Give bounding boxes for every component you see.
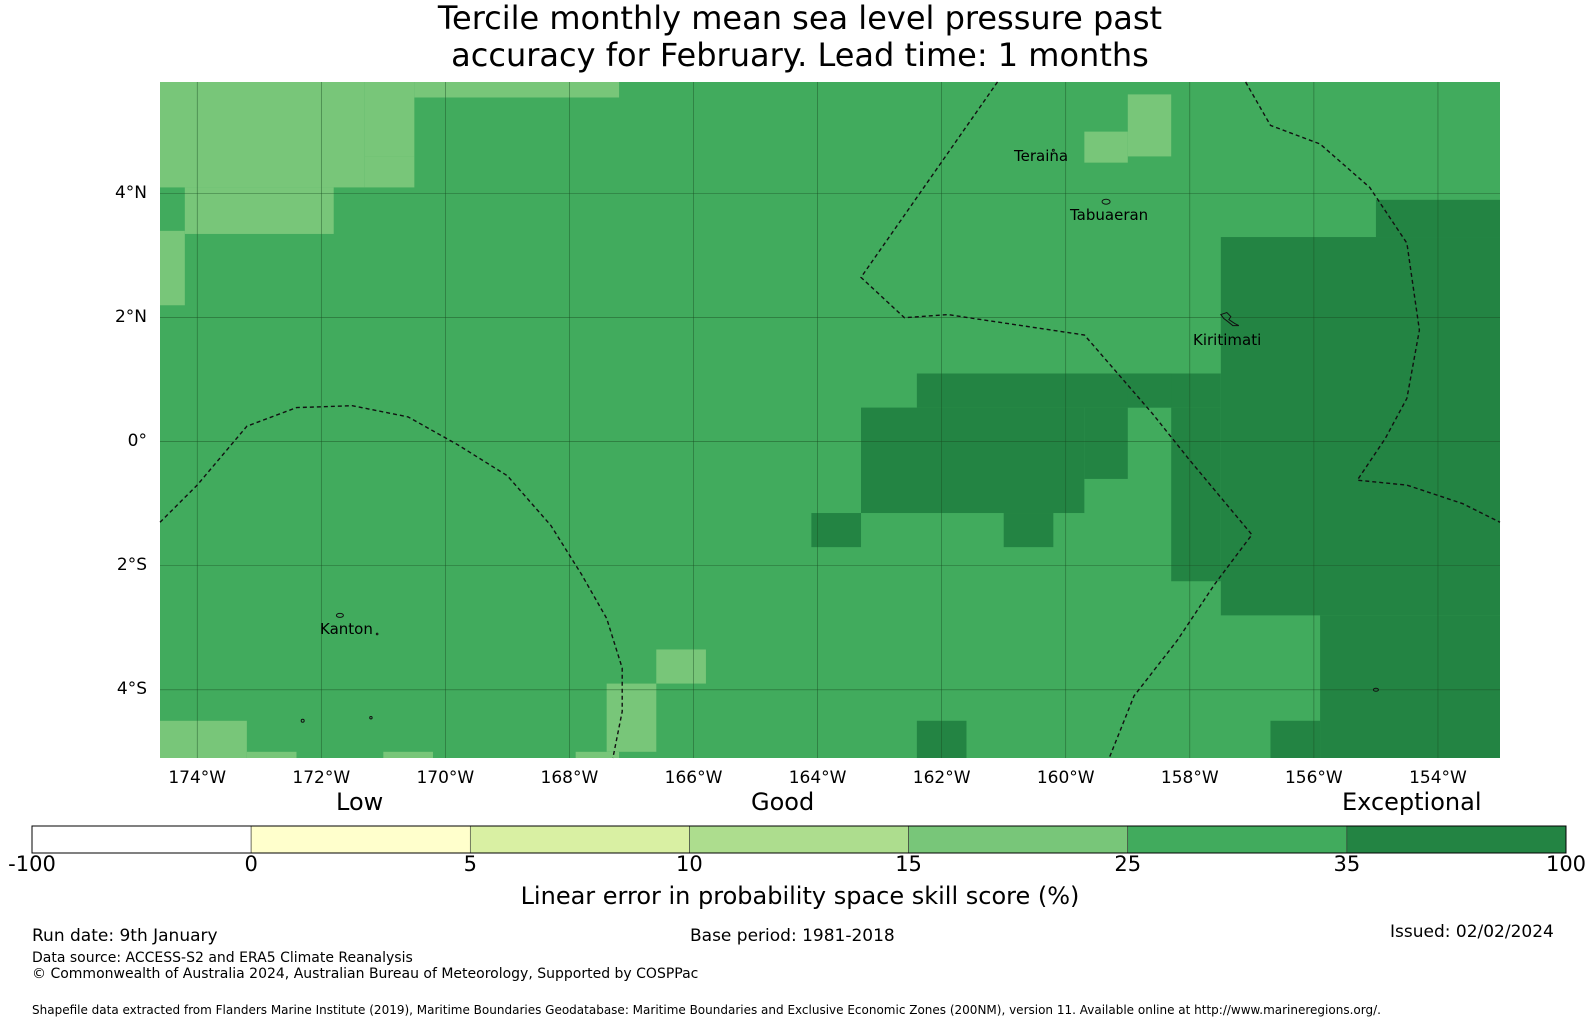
island-islet-1 bbox=[300, 718, 305, 723]
island-malden bbox=[1372, 687, 1379, 692]
colorbar-tick-label: -100 bbox=[8, 852, 56, 876]
colorbar-bin bbox=[31, 825, 252, 854]
y-tick-label: 0° bbox=[127, 430, 147, 451]
category-low: Low bbox=[336, 788, 384, 816]
skill-cell-15-25 bbox=[160, 230, 185, 306]
skill-cell-35-100 bbox=[1171, 407, 1221, 582]
skill-cell-35-100 bbox=[1270, 720, 1321, 758]
skill-cell-15-25 bbox=[606, 683, 657, 752]
island-kiritimati bbox=[1220, 311, 1240, 327]
colorbar-bin bbox=[908, 825, 1129, 854]
eez-boundary-line-islands-west bbox=[860, 81, 1253, 759]
skill-cell-35-100 bbox=[916, 373, 1221, 408]
skill-cell-15-25 bbox=[656, 649, 706, 684]
island-tabuaeran bbox=[1101, 198, 1111, 205]
x-tick-label: 162°W bbox=[912, 768, 971, 788]
colorbar-label: Linear error in probability space skill … bbox=[520, 882, 1080, 910]
x-tick-label: 174°W bbox=[168, 768, 227, 788]
skill-cell-15-25 bbox=[383, 751, 433, 758]
colorbar bbox=[31, 825, 1567, 854]
skill-cell-15-25 bbox=[1127, 94, 1172, 157]
category-good: Good bbox=[751, 788, 815, 816]
y-tick-label: 4°S bbox=[116, 678, 147, 699]
skill-cell-15-25 bbox=[364, 156, 415, 188]
colorbar-tick-label: 35 bbox=[1333, 852, 1361, 876]
x-tick-label: 154°W bbox=[1409, 768, 1467, 788]
map-plot-area bbox=[159, 81, 1501, 759]
colorbar-bin bbox=[1127, 825, 1348, 854]
copyright: © Commonwealth of Australia 2024, Austra… bbox=[32, 966, 699, 982]
colorbar-bin bbox=[469, 825, 690, 854]
x-tick-label: 164°W bbox=[788, 768, 847, 788]
place-label-teraina: Teraina bbox=[1014, 147, 1069, 165]
skill-cell-35-100 bbox=[1220, 237, 1500, 616]
colorbar-tick-label: 5 bbox=[463, 852, 477, 876]
category-exceptional: Exceptional bbox=[1342, 788, 1482, 816]
skill-cell-15-25 bbox=[160, 82, 365, 188]
colorbar-outline bbox=[31, 825, 1567, 854]
skill-cell-15-25 bbox=[414, 82, 620, 98]
colorbar-tick-label: 100 bbox=[1545, 852, 1587, 876]
x-tick-label: 170°W bbox=[416, 768, 475, 788]
title-line-2: accuracy for February. Lead time: 1 mont… bbox=[451, 36, 1149, 74]
run-date: Run date: 9th January bbox=[32, 926, 218, 946]
title-line-1: Tercile monthly mean sea level pressure … bbox=[437, 0, 1163, 37]
colorbar-bin bbox=[689, 825, 909, 854]
colorbar-tick-label: 10 bbox=[676, 852, 703, 876]
x-tick-label: 168°W bbox=[540, 768, 599, 788]
skill-cell-15-25 bbox=[184, 187, 334, 234]
x-tick-label: 156°W bbox=[1284, 768, 1343, 788]
data-source: Data source: ACCESS-S2 and ERA5 Climate … bbox=[32, 950, 413, 966]
colorbar-tick-label: 0 bbox=[244, 852, 258, 876]
skill-cell-35-100 bbox=[1320, 615, 1500, 758]
skill-cell-35-100 bbox=[811, 513, 862, 548]
x-tick-label: 166°W bbox=[664, 768, 723, 788]
skill-cell-15-25 bbox=[160, 720, 247, 758]
skill-cell-15-25 bbox=[575, 751, 620, 758]
x-tick-label: 172°W bbox=[292, 768, 351, 788]
island-teraina bbox=[1051, 148, 1055, 152]
chart-title: Tercile monthly mean sea level pressure … bbox=[0, 0, 1590, 74]
skill-cell-35-100 bbox=[1127, 373, 1172, 408]
shapefile-credit: Shapefile data extracted from Flanders M… bbox=[32, 1003, 1381, 1017]
skill-cell-15-25 bbox=[246, 751, 297, 758]
base-period: Base period: 1981-2018 bbox=[690, 926, 895, 946]
x-tick-label: 160°W bbox=[1036, 768, 1095, 788]
eez-boundary-line-islands-east bbox=[1244, 81, 1501, 523]
skill-cell-15-25 bbox=[1084, 131, 1128, 163]
skill-cell-35-100 bbox=[1003, 513, 1054, 548]
island-kanton bbox=[335, 612, 344, 618]
skill-cell-35-100 bbox=[1084, 407, 1128, 479]
eez-boundary-phoenix bbox=[159, 404, 623, 759]
y-tick-label: 2°N bbox=[114, 306, 147, 327]
colorbar-tick-label: 25 bbox=[1114, 852, 1142, 876]
island-islet-3 bbox=[375, 632, 379, 636]
place-label-tabuaeran: Tabuaeran bbox=[1070, 206, 1149, 224]
colorbar-bin bbox=[1346, 825, 1567, 854]
place-label-kiritimati: Kiritimati bbox=[1193, 331, 1262, 349]
skill-cell-35-100 bbox=[861, 407, 1085, 514]
y-tick-label: 4°N bbox=[114, 182, 147, 203]
skill-cell-15-25 bbox=[364, 82, 415, 157]
x-tick-label: 158°W bbox=[1160, 768, 1219, 788]
island-islet-2 bbox=[369, 715, 373, 720]
place-label-kanton: Kanton bbox=[320, 620, 373, 638]
issued-date: Issued: 02/02/2024 bbox=[1390, 922, 1554, 942]
colorbar-bin bbox=[250, 825, 471, 854]
colorbar-tick-label: 15 bbox=[895, 852, 922, 876]
y-tick-label: 2°S bbox=[116, 554, 147, 575]
